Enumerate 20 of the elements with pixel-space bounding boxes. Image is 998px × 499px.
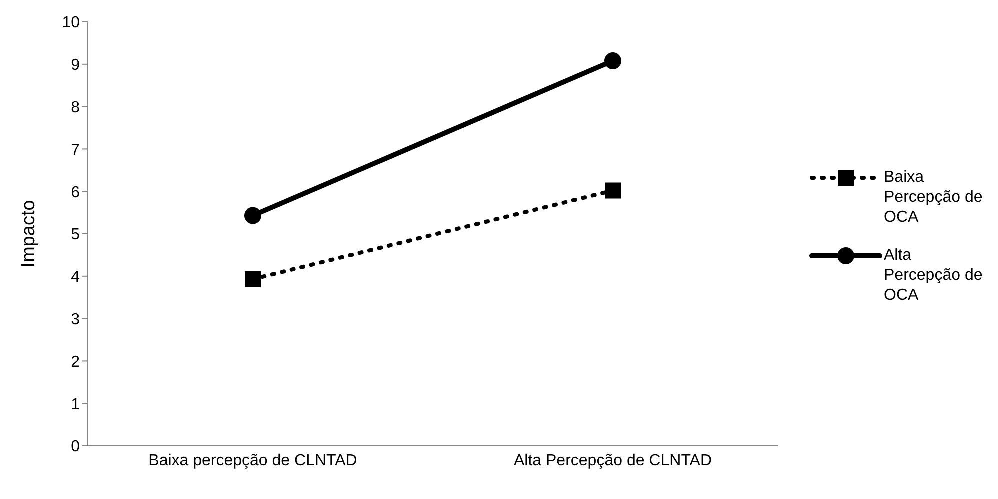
y-tick-label: 4 [71,269,80,286]
y-axis-title: Impacto [18,200,40,268]
point [604,52,622,70]
x-tick-label: Alta Percepção de CLNTAD [514,452,712,470]
y-tick-label: 0 [71,438,80,456]
y-tick-label: 5 [71,226,80,244]
y-tick-label: 7 [71,142,80,159]
y-tick-label: 9 [71,57,80,74]
y-tick-label: 8 [71,99,80,116]
y-tick-label: 2 [71,354,80,371]
point [244,207,262,224]
y-tick-label: 1 [71,396,80,414]
point [605,182,621,199]
y-tick-label: 10 [62,14,80,32]
legend-label: Alta Percepção de OCA [884,246,984,306]
legend-label: Baixa Percepção de OCA [884,168,984,228]
point [245,271,261,288]
y-tick-label: 6 [71,184,80,202]
y-tick-label: 3 [71,311,80,328]
x-tick-label: Baixa percepção de CLNTAD [148,452,358,470]
